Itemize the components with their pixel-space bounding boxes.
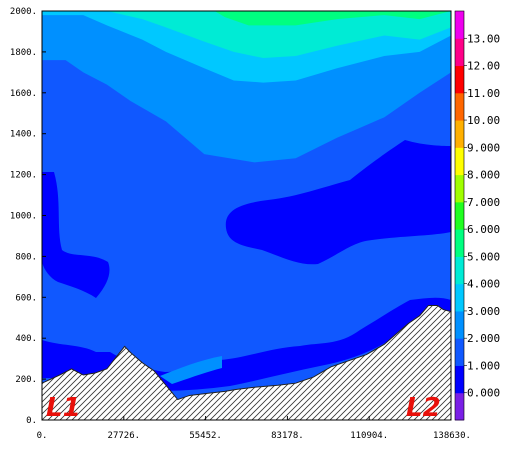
- colorbar-label: 3.000: [467, 305, 500, 318]
- colorbar-swatch: [455, 11, 464, 39]
- y-tick-label: 1800.: [10, 48, 37, 58]
- colorbar-label: 4.000: [467, 278, 500, 291]
- x-axis: 0. 27726. 55452. 83178. 110904. 138630.: [37, 416, 471, 441]
- contour-band: [106, 11, 451, 59]
- endpoint-label-start: L1: [46, 393, 81, 423]
- colorbar-swatch: [455, 147, 464, 176]
- y-axis: 0. 200. 400. 600. 800. 1000. 1200. 1400. 1600. 18…: [10, 7, 46, 426]
- x-tick-label: 55452.: [189, 431, 222, 441]
- y-tick-label: 1600.: [10, 89, 37, 99]
- y-tick-label: 200.: [15, 375, 37, 385]
- colorbar-label: 9.000: [467, 141, 500, 154]
- colorbar-swatch: [455, 65, 464, 94]
- x-tick-label: 27726.: [108, 431, 141, 441]
- y-tick-label: 400.: [15, 334, 37, 344]
- colorbar-label: 10.00: [467, 114, 500, 127]
- y-tick-label: 1200.: [10, 171, 37, 181]
- colorbar-frame: [454, 10, 465, 421]
- x-tick-label: 110904.: [350, 431, 388, 441]
- low-value-blob: [42, 172, 110, 298]
- colorbar-label: 8.000: [467, 169, 500, 182]
- y-tick-label: 1000.: [10, 212, 37, 222]
- y-tick-label: 600.: [15, 293, 37, 303]
- colorbar-swatch: [455, 201, 464, 230]
- contour-band: [214, 11, 451, 26]
- y-tick-label: 800.: [15, 252, 37, 262]
- colorbar-label: 7.000: [467, 196, 500, 209]
- y-tick-label: 0.: [26, 416, 37, 426]
- colorbar-label: 1.000: [467, 359, 500, 372]
- colorbar-label: 0.000: [467, 387, 500, 400]
- colorbar-swatch: [455, 310, 464, 339]
- colorbar-label: 5.000: [467, 250, 500, 263]
- colorbar-swatch: [455, 392, 464, 421]
- colorbar-labels: 0.000 1.000 2.000 3.000 4.000 5.000 6.000 7.000…: [464, 32, 500, 400]
- colorbar-swatch: [455, 92, 464, 121]
- colorbar-label: 13.00: [467, 32, 500, 45]
- colorbar-swatch: [455, 283, 464, 312]
- colorbar-swatch: [455, 338, 464, 366]
- y-tick-label: 2000.: [10, 7, 37, 17]
- colorbar-label: 2.000: [467, 332, 500, 345]
- colorbar-label: 12.00: [467, 60, 500, 73]
- x-tick-label: 138630.: [433, 431, 471, 441]
- low-value-blob: [160, 356, 222, 384]
- low-value-blob: [225, 140, 451, 265]
- colorbar-swatch: [455, 38, 464, 67]
- colorbar-swatch: [455, 174, 464, 203]
- colorbar: [454, 10, 465, 421]
- colorbar-swatch: [455, 256, 464, 285]
- terrain-hatch: [42, 304, 451, 420]
- y-tick-label: 1400.: [10, 130, 37, 140]
- colorbar-label: 11.00: [467, 87, 500, 100]
- colorbar-label: 6.000: [467, 223, 500, 236]
- x-tick-label: 83178.: [271, 431, 304, 441]
- plot-area: [42, 11, 451, 420]
- colorbar-swatch: [455, 120, 464, 148]
- x-tick-label: 0.: [37, 431, 48, 441]
- endpoint-label-end: L2: [406, 393, 441, 423]
- colorbar-swatch: [455, 365, 464, 394]
- colorbar-swatch: [455, 229, 464, 257]
